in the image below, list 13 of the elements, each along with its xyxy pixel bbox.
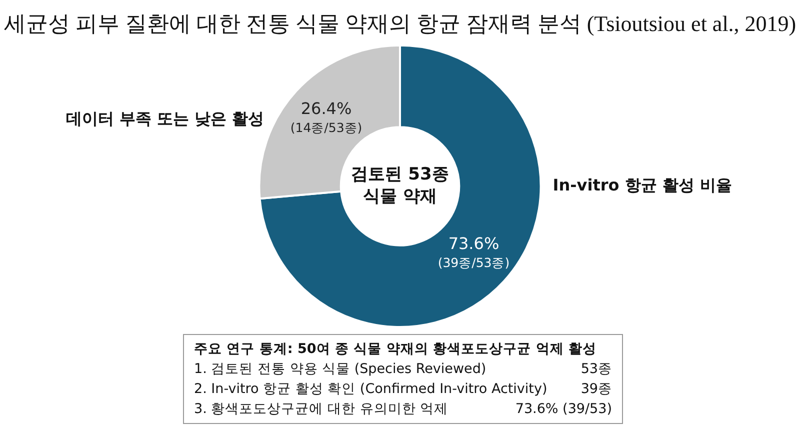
data-label: 73.6% (39종/53종)	[438, 234, 510, 270]
slice-label: 데이터 부족 또는 낮은 활성	[66, 109, 264, 128]
text: 검토된 53종 식물 약재	[351, 164, 449, 207]
text: 39종	[580, 380, 612, 399]
data-label: 26.4% (14종/53종)	[290, 98, 362, 135]
text: 2. In-vitro 항균 활성 확인 (Confirmed In-vitro Activity)	[194, 380, 548, 399]
slice-label: In-vitro 항균 활성 비율	[552, 175, 732, 194]
text: 주요 연구 통계: 50여 종 식물 약재의 황색포도상구균 억제 활성	[194, 340, 598, 359]
text: 1. 검토된 전통 약용 식물 (Species Reviewed)	[194, 360, 486, 379]
text: 73.6% (39/53)	[515, 400, 612, 419]
chart-title: 세균성 피부 질환에 대한 전통 식물 약재의 항균 잠재력 분석 (Tsioutsiou et al., 2019)	[4, 10, 796, 36]
text: 53종	[580, 360, 612, 379]
text: 3. 황색포도상구균에 대한 유의미한 억제	[194, 400, 448, 419]
